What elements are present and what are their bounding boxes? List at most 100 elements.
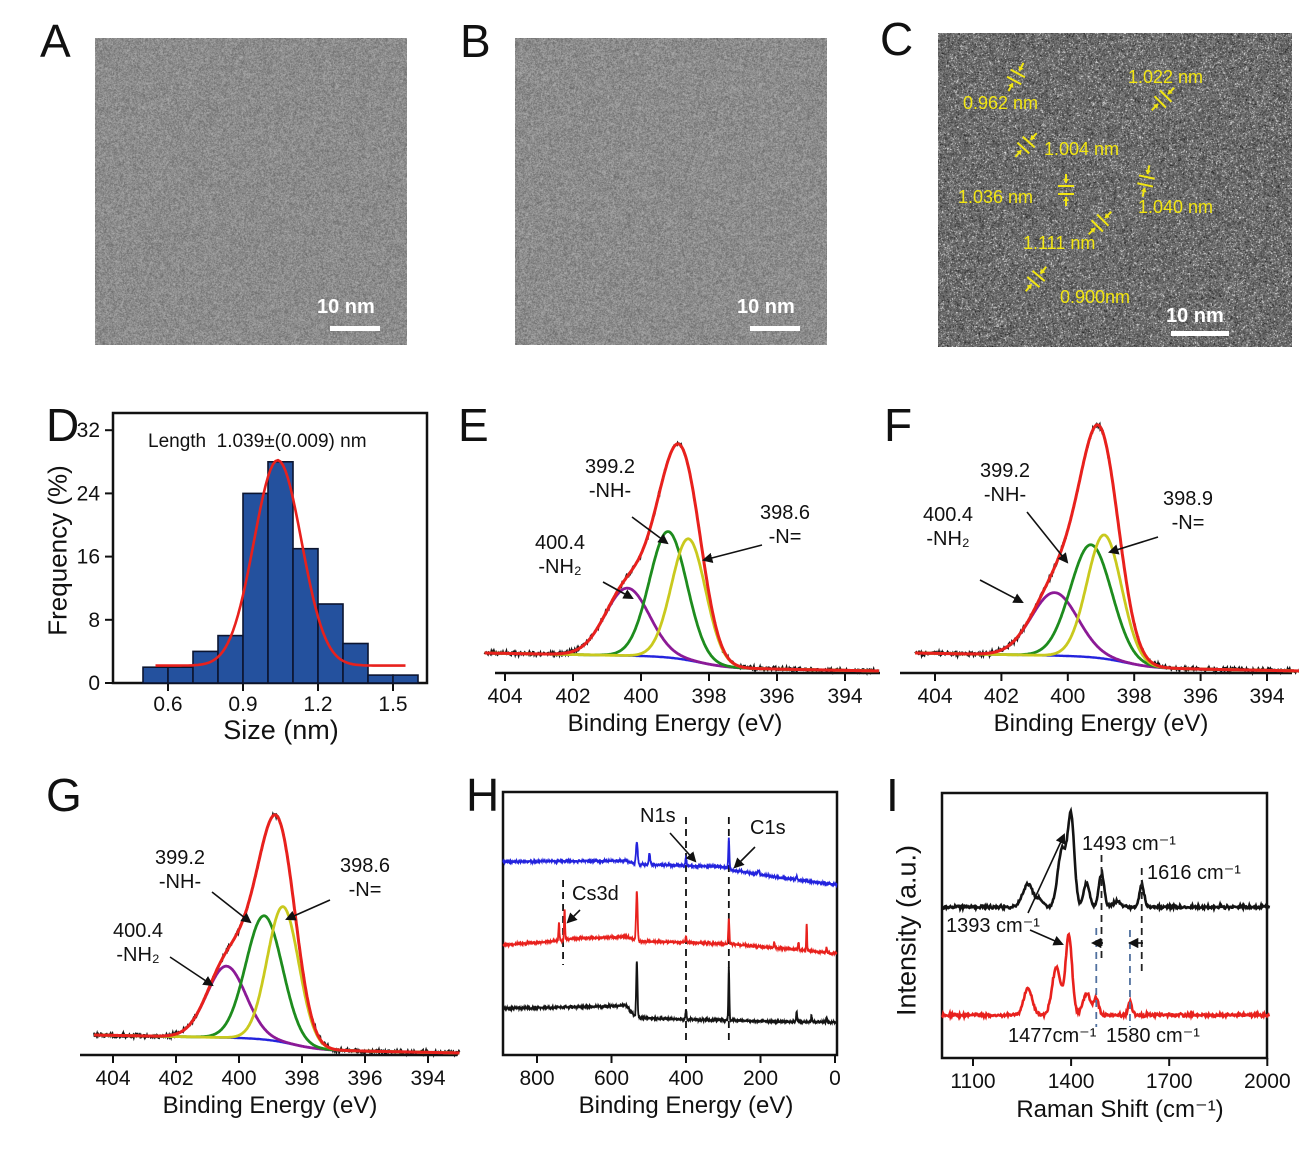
raman-plot: 1100 1400 1700 2000 <box>940 791 1291 1093</box>
svg-text:0.9: 0.9 <box>228 693 257 716</box>
x-axis-label: Binding Energy (eV) <box>993 710 1209 737</box>
svg-text:402: 402 <box>984 685 1019 708</box>
svg-text:396: 396 <box>347 1067 382 1090</box>
svg-text:398: 398 <box>691 685 726 708</box>
raman-label-1493: 1493 cm⁻¹ <box>1082 833 1176 855</box>
svg-text:1400: 1400 <box>1048 1070 1095 1093</box>
measurement-label: 0.962 nm <box>963 93 1039 113</box>
svg-text:400: 400 <box>1050 685 1085 708</box>
xps-plot: 404 402 400 398 396 394 <box>483 440 880 708</box>
histogram-annotation: Length 1.039±(0.009) nm <box>148 431 367 452</box>
x-axis-label: Binding Energy (eV) <box>567 710 783 737</box>
panel-a-tem-image: 10 nm <box>95 38 407 345</box>
svg-text:400: 400 <box>221 1067 256 1090</box>
tem-noise-c <box>938 33 1292 347</box>
measurement-label: 1.022 nm <box>1128 67 1204 87</box>
tem-noise-b <box>515 38 827 345</box>
scalebar-label: 10 nm <box>317 296 375 318</box>
raman-label-1616: 1616 cm⁻¹ <box>1147 862 1241 884</box>
svg-text:398: 398 <box>284 1067 319 1090</box>
panel-g-xps-n1s: 404 402 400 398 396 394 399.2 -NH- 398.6 -N= 40… <box>30 755 470 1130</box>
svg-text:404: 404 <box>487 685 522 708</box>
x-axis-label: Size (nm) <box>223 715 339 745</box>
panel-i-raman: 1100 1400 1700 2000 1493 cm⁻¹ 1616 cm⁻¹ 139… <box>880 755 1299 1130</box>
peak-label-n: 398.6 -N= <box>759 502 811 548</box>
panel-h-letter: H <box>466 769 500 821</box>
panel-f-xps-n1s: 404 402 400 398 396 394 399.2 -NH- 398.9 -N= 40… <box>870 390 1299 755</box>
panel-d-histogram: 0 8 16 24 32 0.6 0.9 1.2 1.5 Length 1.039±(0.009… <box>30 395 450 755</box>
measurement-label: 1.004 nm <box>1044 139 1120 159</box>
y-axis-label: Frequency (%) <box>42 465 73 636</box>
panel-d-letter: D <box>46 399 80 451</box>
survey-label-cs3d: Cs3d <box>572 883 619 905</box>
svg-text:394: 394 <box>1249 685 1284 708</box>
svg-text:0: 0 <box>829 1067 841 1090</box>
panel-h-xps-survey: 800 600 400 200 0 N1s C1s Cs3d Binding Energ… <box>450 755 880 1130</box>
raman-label-1580: 1580 cm⁻¹ <box>1106 1025 1200 1047</box>
svg-text:404: 404 <box>95 1067 130 1090</box>
svg-text:2000: 2000 <box>1244 1070 1291 1093</box>
raman-label-1477: 1477cm⁻¹ <box>1008 1025 1097 1047</box>
svg-text:396: 396 <box>1183 685 1218 708</box>
peak-label-n: 398.9 -N= <box>1162 488 1214 534</box>
peak-label-nh2: 400.4 -NH₂ <box>534 532 586 578</box>
svg-text:404: 404 <box>917 685 952 708</box>
panel-c-letter: C <box>880 13 914 65</box>
svg-text:16: 16 <box>77 546 100 569</box>
raman-label-1393: 1393 cm⁻¹ <box>946 915 1040 937</box>
panel-e-letter: E <box>458 399 489 451</box>
measurement-label: 0.900nm <box>1060 287 1131 307</box>
measurement-label: 1.111 nm <box>1023 233 1096 253</box>
svg-text:1100: 1100 <box>950 1070 995 1093</box>
svg-text:394: 394 <box>827 685 862 708</box>
panel-i-letter: I <box>886 769 899 821</box>
svg-text:800: 800 <box>519 1067 554 1090</box>
panel-a-letter: A <box>40 15 71 67</box>
x-axis-label: Raman Shift (cm⁻¹) <box>1016 1096 1224 1123</box>
svg-text:32: 32 <box>77 419 100 442</box>
peak-label-nh2: 400.4 -NH₂ <box>112 920 164 966</box>
measurement-label: 1.040 nm <box>1138 197 1214 217</box>
panel-b-letter: B <box>460 15 491 67</box>
svg-text:600: 600 <box>594 1067 629 1090</box>
svg-text:1700: 1700 <box>1146 1070 1193 1093</box>
tem-noise-a <box>95 38 407 345</box>
peak-label-nh2: 400.4 -NH₂ <box>922 504 974 550</box>
svg-text:0.6: 0.6 <box>153 693 182 716</box>
svg-text:0: 0 <box>88 672 100 695</box>
scalebar <box>750 326 800 331</box>
xps-plot: 404 402 400 398 396 394 <box>900 421 1299 708</box>
svg-text:402: 402 <box>555 685 590 708</box>
peak-label-n: 398.6 -N= <box>339 855 391 901</box>
x-axis-label: Binding Energy (eV) <box>578 1092 794 1119</box>
scalebar-label: 10 nm <box>737 296 795 318</box>
scalebar-label: 10 nm <box>1166 305 1224 327</box>
svg-text:1.2: 1.2 <box>303 693 332 716</box>
scalebar <box>1171 331 1229 336</box>
peak-label-nh: 399.2 -NH- <box>584 456 636 502</box>
scalebar <box>330 326 380 331</box>
y-axis-label: Intensity (a.u.) <box>891 844 922 1017</box>
peak-label-nh: 399.2 -NH- <box>154 847 206 893</box>
svg-text:8: 8 <box>88 609 100 632</box>
measurement-marks <box>1006 62 1176 292</box>
svg-text:200: 200 <box>743 1067 778 1090</box>
panel-g-letter: G <box>46 769 82 821</box>
survey-label-n1s: N1s <box>640 805 676 827</box>
xps-plot: 404 402 400 398 396 394 <box>80 811 461 1090</box>
histogram-plot: 0 8 16 24 32 0.6 0.9 1.2 1.5 <box>77 411 429 716</box>
svg-text:394: 394 <box>410 1067 445 1090</box>
svg-text:24: 24 <box>77 482 101 505</box>
svg-text:396: 396 <box>759 685 794 708</box>
survey-plot: 800 600 400 200 0 <box>501 790 841 1090</box>
svg-text:398: 398 <box>1117 685 1152 708</box>
x-axis-label: Binding Energy (eV) <box>162 1092 378 1119</box>
panel-f-letter: F <box>884 399 913 451</box>
svg-text:402: 402 <box>158 1067 193 1090</box>
survey-label-c1s: C1s <box>750 817 786 839</box>
measurement-label: 1.036 nm <box>958 187 1034 207</box>
panel-b-tem-image: 10 nm <box>515 38 827 345</box>
svg-text:1.5: 1.5 <box>378 693 407 716</box>
panel-e-xps-n1s: 404 402 400 398 396 394 399.2 -NH- 398.6 -N= 40… <box>450 390 899 755</box>
